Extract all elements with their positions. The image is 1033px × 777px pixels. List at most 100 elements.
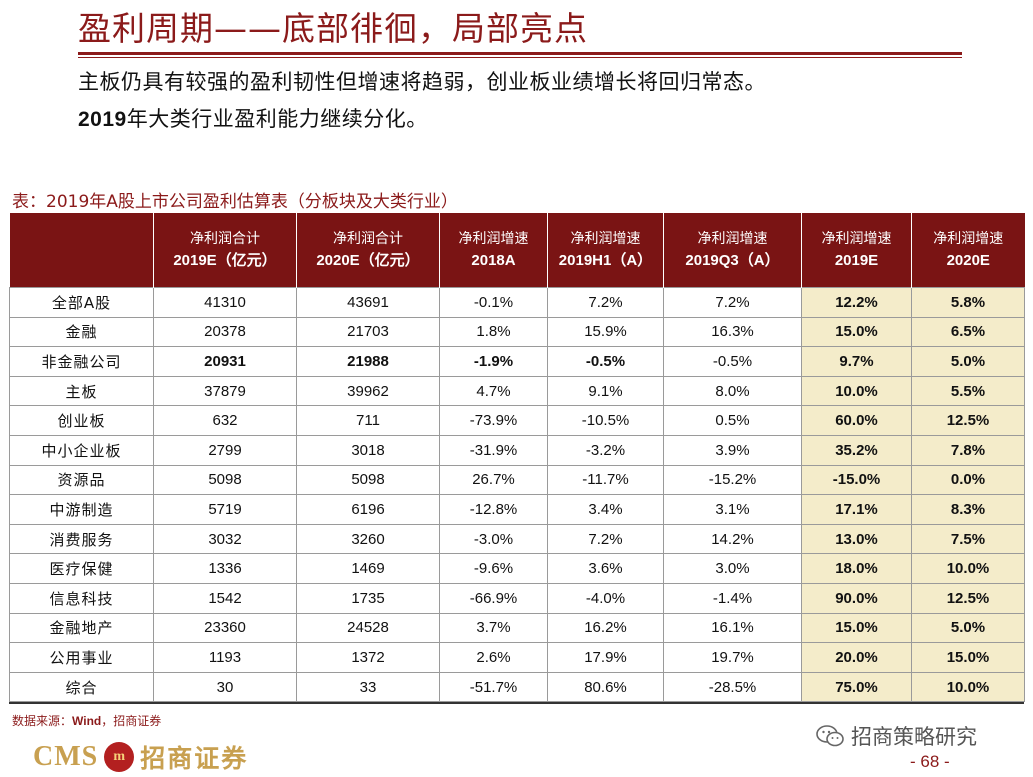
table-cell: 3.4%: [547, 494, 664, 525]
table-cell: 43691: [296, 287, 440, 318]
table-cell: 80.6%: [547, 671, 664, 703]
table-cell: 3032: [153, 523, 297, 555]
table-cell: 4.7%: [439, 375, 548, 407]
wechat-account-name: 招商策略研究: [851, 725, 977, 749]
table-cell: 9.1%: [547, 375, 664, 407]
header-cell: 净利润合计 2020E（亿元）: [296, 213, 440, 288]
table-row: 创业板 632 711 -73.9% -10.5% 0.5% 60.0% 12.5%: [9, 405, 1025, 436]
row-label-cell: 医疗保健: [9, 553, 154, 584]
table-cell: -12.8%: [439, 494, 548, 525]
data-source-note: 数据来源：Wind，招商证券: [12, 712, 161, 729]
table-header-row: 净利润合计 2019E（亿元） 净利润合计 2020E（亿元） 净利润增速 2018A 净利…: [9, 213, 1025, 288]
table-cell: 12.2%: [801, 287, 912, 318]
table-cell: 2.6%: [439, 642, 548, 673]
table-row: 主板 37879 39962 4.7% 9.1% 8.0% 10.0% 5.5%: [9, 375, 1025, 407]
subtitle-line-2-text: 年大类行业盈利能力继续分化。: [126, 107, 428, 131]
table-cell: 39962: [296, 375, 440, 407]
header-label-line2: 2019E（亿元）: [173, 252, 277, 269]
subtitle-line-2: 2019年大类行业盈利能力继续分化。: [78, 103, 428, 133]
header-label-line1: 净利润合计: [190, 231, 260, 247]
table-cell: 20.0%: [801, 642, 912, 673]
table-cell: 3260: [296, 523, 440, 555]
header-label-line2: 2020E: [946, 252, 990, 269]
logo-emblem-icon: m: [104, 742, 135, 772]
row-label-cell: 金融地产: [9, 612, 154, 644]
table-cell: 30: [153, 671, 297, 703]
table-cell: 6196: [296, 494, 440, 525]
table-cell: 75.0%: [801, 671, 912, 703]
table-cell: 26.7%: [439, 464, 548, 496]
earnings-table: 净利润合计 2019E（亿元） 净利润合计 2020E（亿元） 净利润增速 2018A 净利…: [9, 213, 1025, 703]
logo-company-name: 招商证券: [140, 744, 249, 773]
table-row: 医疗保健 1336 1469 -9.6% 3.6% 3.0% 18.0% 10.0%: [9, 553, 1025, 584]
table-cell: 13.0%: [801, 523, 912, 555]
header-cell: 净利润增速 2018A: [439, 213, 548, 288]
row-label-cell: 非金融公司: [9, 346, 154, 377]
table-cell: -1.4%: [663, 582, 802, 614]
row-label-cell: 中游制造: [9, 494, 154, 525]
table-cell: 8.0%: [663, 375, 802, 407]
table-row: 公用事业 1193 1372 2.6% 17.9% 19.7% 20.0% 15.0%: [9, 642, 1025, 673]
table-cell: 2799: [153, 434, 297, 466]
header-cell: 净利润增速 2019E: [801, 213, 912, 288]
title-rule-thick: [78, 52, 962, 55]
cms-logo: CMS m 招商证券: [33, 740, 248, 774]
header-cell: [9, 213, 154, 288]
table-cell: 17.9%: [547, 642, 664, 673]
row-label-cell: 公用事业: [9, 642, 154, 673]
table-cell: 10.0%: [911, 553, 1025, 584]
table-cell: 1.8%: [439, 316, 548, 348]
table-cell: 7.2%: [663, 287, 802, 318]
table-cell: -28.5%: [663, 671, 802, 703]
table-cell: 711: [296, 405, 440, 436]
table-cell: -1.9%: [439, 346, 548, 377]
table-row: 信息科技 1542 1735 -66.9% -4.0% -1.4% 90.0% 12.5%: [9, 582, 1025, 614]
slide-title: 盈利周期——底部徘徊，局部亮点: [78, 9, 588, 48]
table-cell: 1336: [153, 553, 297, 584]
table-cell: 7.2%: [547, 523, 664, 555]
table-cell: 35.2%: [801, 434, 912, 466]
table-cell: 16.1%: [663, 612, 802, 644]
table-cell: 90.0%: [801, 582, 912, 614]
table-cell: -0.1%: [439, 287, 548, 318]
table-cell: 60.0%: [801, 405, 912, 436]
row-label-cell: 创业板: [9, 405, 154, 436]
header-label-line1: 净利润增速: [821, 231, 892, 247]
table-row: 中游制造 5719 6196 -12.8% 3.4% 3.1% 17.1% 8.3%: [9, 494, 1025, 525]
table-cell: -3.2%: [547, 434, 664, 466]
row-label-cell: 资源品: [9, 464, 154, 496]
table-body: 全部A股 41310 43691 -0.1% 7.2% 7.2% 12.2% 5.8% 金融 20…: [9, 287, 1025, 703]
table-cell: 3.6%: [547, 553, 664, 584]
source-prefix: 数据来源：: [12, 714, 73, 728]
header-cell: 净利润合计 2019E（亿元）: [153, 213, 297, 288]
table-cell: 15.0%: [911, 642, 1025, 673]
table-cell: 632: [153, 405, 297, 436]
table-cell: 16.3%: [663, 316, 802, 348]
table-cell: 10.0%: [911, 671, 1025, 703]
header-label-line2: 2020E（亿元）: [316, 252, 420, 269]
table-cell: 8.3%: [911, 494, 1025, 525]
table-cell: 3.0%: [663, 553, 802, 584]
table-cell: 18.0%: [801, 553, 912, 584]
table-cell: -10.5%: [547, 405, 664, 436]
table-cell: 10.0%: [801, 375, 912, 407]
table-cell: -51.7%: [439, 671, 548, 703]
wechat-icon: [816, 725, 844, 747]
header-label-line1: 净利润增速: [933, 231, 1004, 247]
table-cell: 12.5%: [911, 582, 1025, 614]
header-label-line1: 净利润增速: [458, 231, 529, 247]
table-row: 资源品 5098 5098 26.7% -11.7% -15.2% -15.0% 0.0%: [9, 464, 1025, 496]
header-cell: 净利润增速 2019H1（A）: [547, 213, 664, 288]
table-cell: 5098: [153, 464, 297, 496]
table-cell: 5.5%: [911, 375, 1025, 407]
table-cell: 33: [296, 671, 440, 703]
row-label-cell: 消费服务: [9, 523, 154, 555]
header-label-line2: 2019H1（A）: [558, 252, 653, 269]
table-cell: 3.9%: [663, 434, 802, 466]
page-number: - 68 -: [910, 752, 950, 771]
row-label-cell: 综合: [9, 671, 154, 703]
table-cell: -66.9%: [439, 582, 548, 614]
table-cell: 20378: [153, 316, 297, 348]
table-cell: 16.2%: [547, 612, 664, 644]
table-cell: 19.7%: [663, 642, 802, 673]
